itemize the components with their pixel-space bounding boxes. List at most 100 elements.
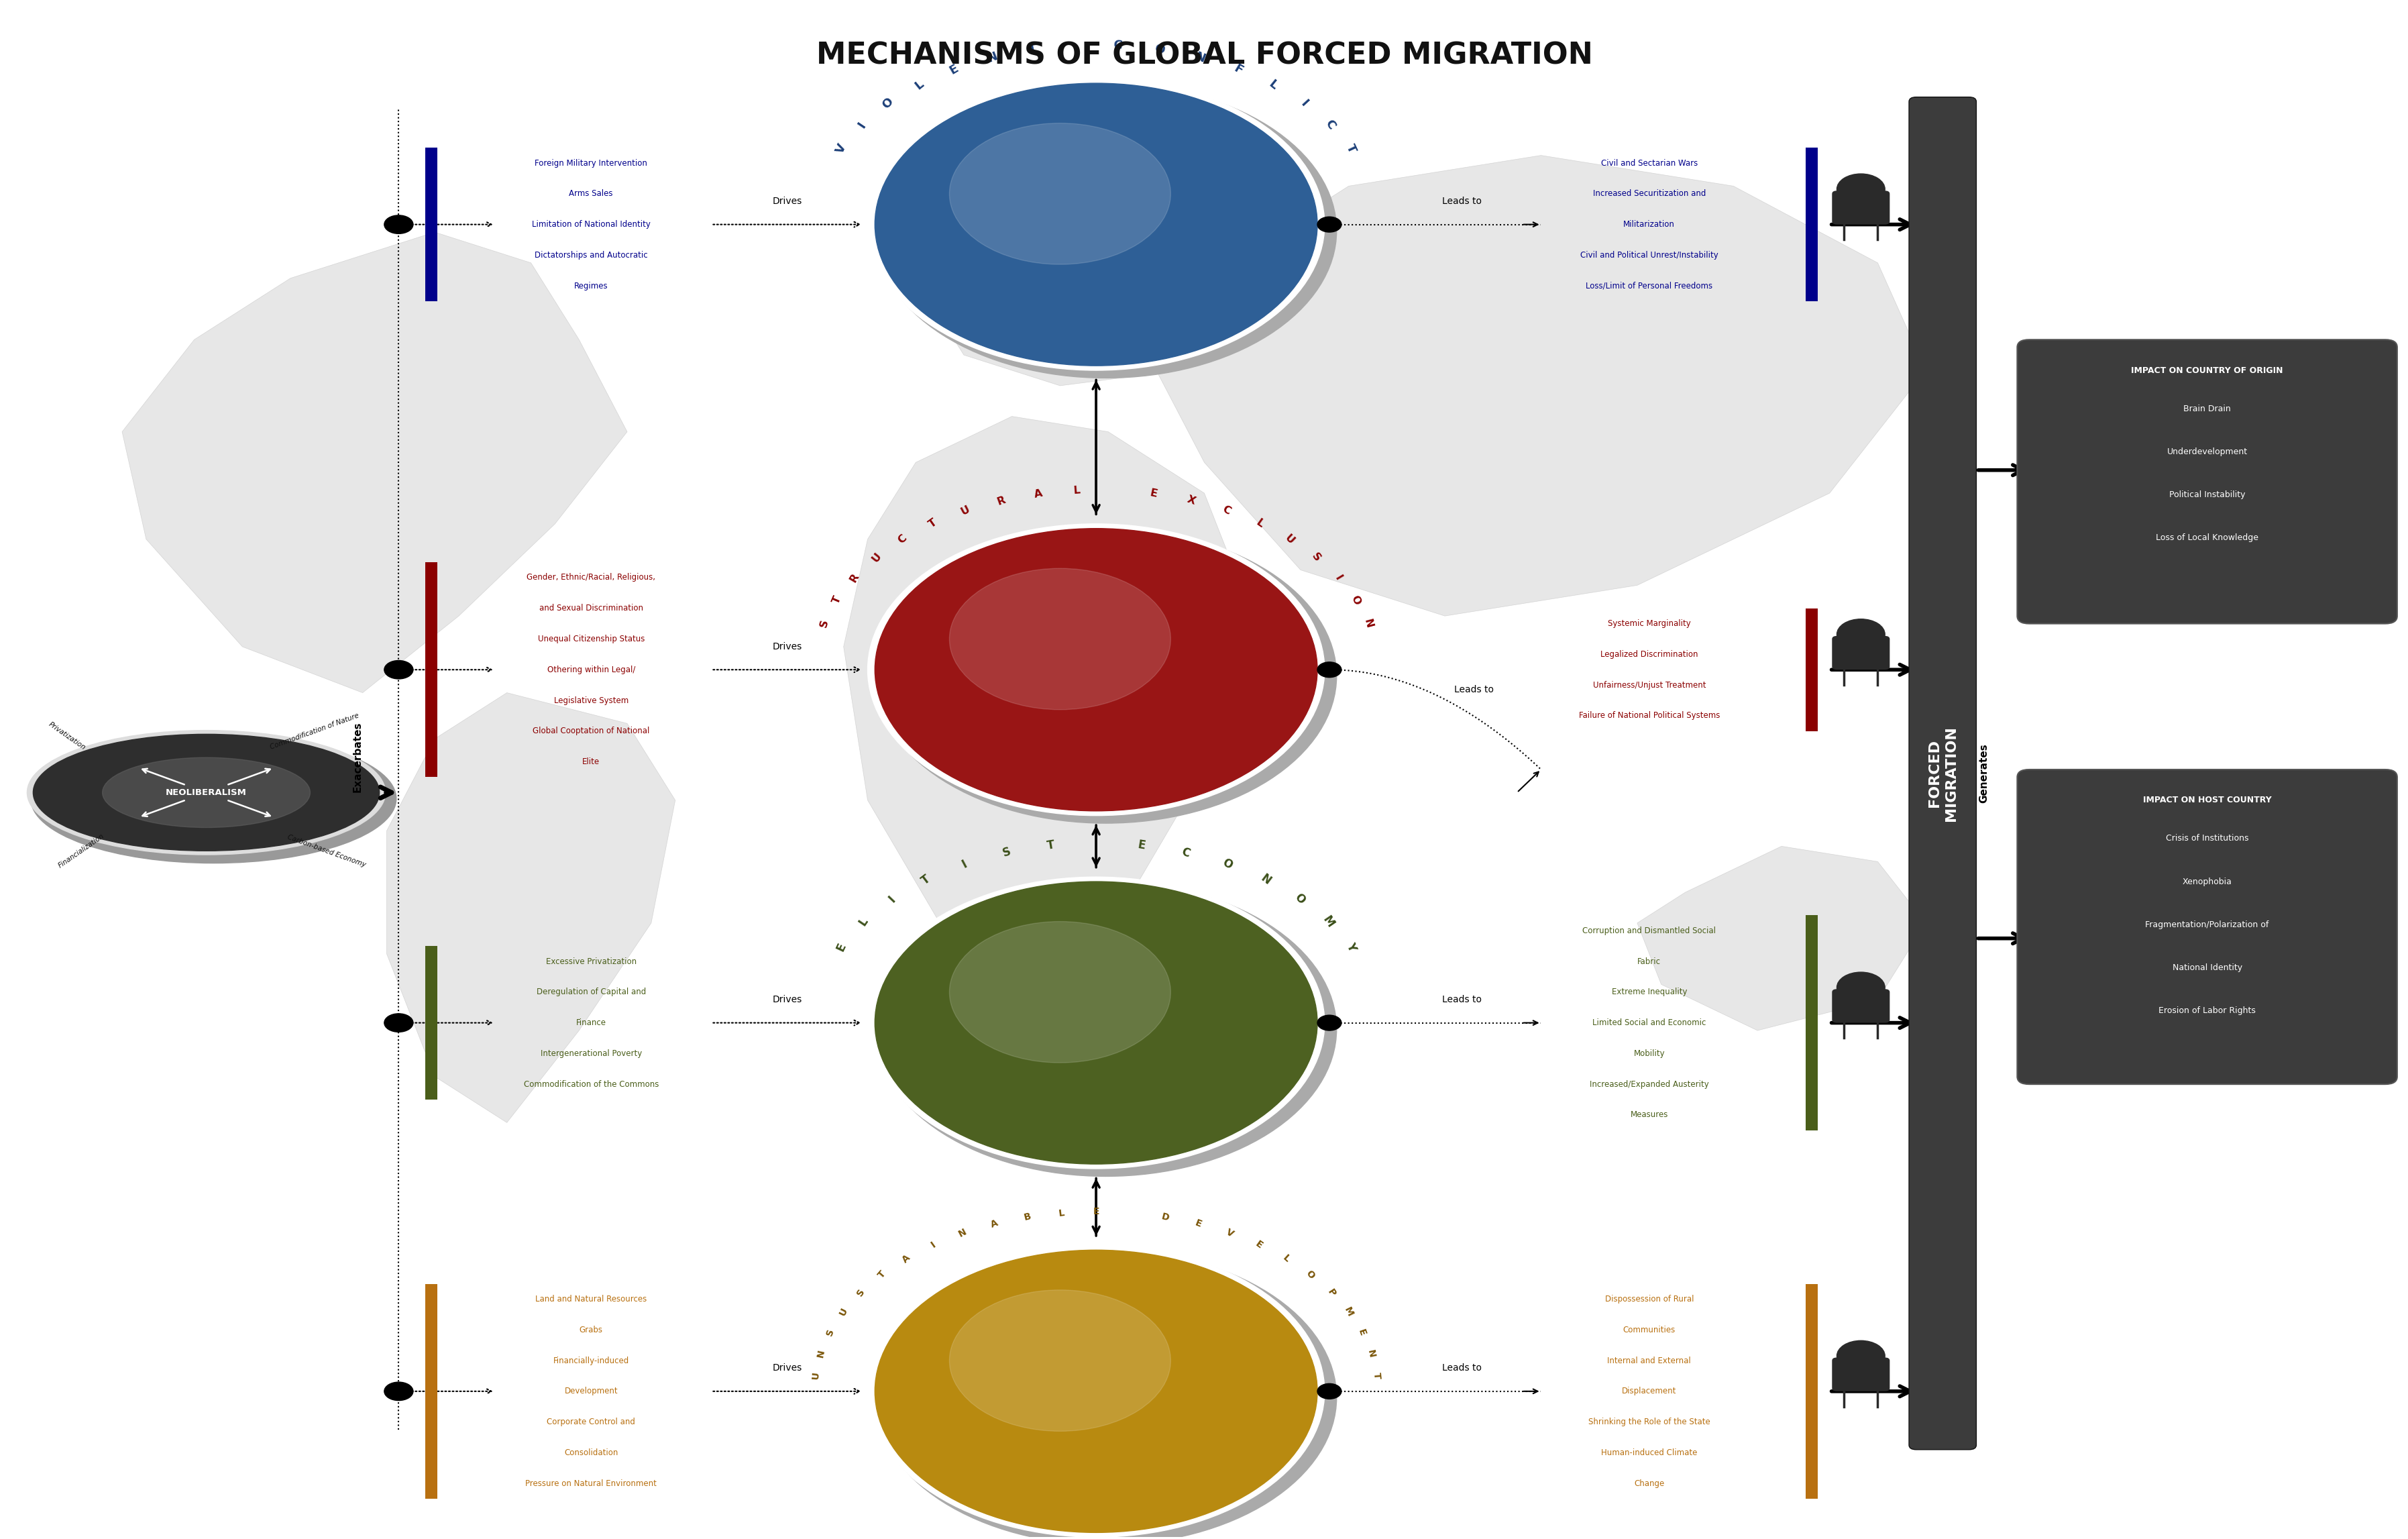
Text: Systemic Marginality: Systemic Marginality	[1606, 619, 1690, 628]
Ellipse shape	[26, 731, 385, 854]
Text: I: I	[961, 857, 968, 871]
Circle shape	[1837, 1340, 1885, 1371]
Ellipse shape	[104, 757, 311, 828]
Text: Brain Drain: Brain Drain	[2184, 405, 2230, 412]
Text: O: O	[1153, 43, 1165, 57]
Circle shape	[874, 83, 1336, 379]
Ellipse shape	[34, 734, 380, 851]
Text: Failure of National Political Systems: Failure of National Political Systems	[1577, 711, 1719, 720]
Text: Shrinking the Role of the State: Shrinking the Role of the State	[1587, 1417, 1710, 1427]
Circle shape	[949, 1290, 1170, 1431]
Text: Increased/Expanded Austerity: Increased/Expanded Austerity	[1589, 1080, 1707, 1088]
Text: Limitation of National Identity: Limitation of National Identity	[532, 220, 650, 229]
Text: S: S	[824, 1328, 836, 1337]
Text: Financially-induced: Financially-induced	[554, 1356, 628, 1365]
Text: Legalized Discrimination: Legalized Discrimination	[1599, 649, 1698, 659]
Text: U: U	[869, 551, 884, 563]
Polygon shape	[123, 232, 626, 693]
Text: Corporate Control and: Corporate Control and	[547, 1417, 636, 1427]
FancyBboxPatch shape	[2015, 770, 2396, 1085]
Circle shape	[867, 78, 1324, 371]
Text: Leads to: Leads to	[1442, 996, 1481, 1005]
Text: E: E	[1093, 1207, 1098, 1216]
Text: Drives: Drives	[773, 1364, 802, 1373]
Circle shape	[949, 568, 1170, 709]
Text: Exacerbates: Exacerbates	[352, 722, 364, 793]
Circle shape	[867, 1245, 1324, 1537]
Text: Consolidation: Consolidation	[563, 1448, 619, 1457]
Text: Communities: Communities	[1623, 1325, 1676, 1334]
Circle shape	[874, 882, 1317, 1163]
Text: Deregulation of Capital and: Deregulation of Capital and	[537, 988, 645, 996]
Text: A: A	[990, 1219, 999, 1230]
Text: T: T	[1344, 142, 1358, 155]
Text: E: E	[833, 940, 848, 953]
Polygon shape	[1637, 846, 1926, 1031]
Text: L: L	[1281, 1253, 1291, 1265]
Polygon shape	[843, 417, 1252, 954]
Text: IMPACT ON HOST COUNTRY: IMPACT ON HOST COUNTRY	[2143, 796, 2271, 805]
Text: R: R	[848, 571, 860, 583]
Text: Increased Securitization and: Increased Securitization and	[1592, 189, 1705, 199]
Text: Displacement: Displacement	[1621, 1387, 1676, 1396]
FancyBboxPatch shape	[1832, 191, 1890, 225]
Text: Financialization: Financialization	[58, 833, 106, 870]
Text: O: O	[1293, 891, 1308, 906]
Text: Militarization: Militarization	[1623, 220, 1674, 229]
Text: O: O	[879, 95, 896, 111]
Text: Human-induced Climate: Human-induced Climate	[1601, 1448, 1698, 1457]
FancyBboxPatch shape	[426, 148, 436, 302]
Text: E: E	[1149, 488, 1158, 500]
Polygon shape	[915, 186, 1252, 386]
Text: S: S	[1310, 551, 1322, 563]
Circle shape	[385, 1382, 414, 1400]
Text: I: I	[929, 1240, 937, 1250]
Text: MECHANISMS OF GLOBAL FORCED MIGRATION: MECHANISMS OF GLOBAL FORCED MIGRATION	[816, 42, 1592, 69]
Text: Leads to: Leads to	[1442, 1364, 1481, 1373]
Text: Privatization: Privatization	[48, 720, 87, 751]
Circle shape	[867, 523, 1324, 816]
Circle shape	[1317, 1384, 1341, 1399]
Text: C: C	[1112, 38, 1122, 52]
Text: S: S	[819, 619, 831, 628]
Circle shape	[874, 83, 1317, 366]
Circle shape	[874, 1250, 1317, 1533]
Text: L: L	[1267, 78, 1279, 92]
Text: U: U	[958, 505, 970, 517]
Text: Fabric: Fabric	[1637, 957, 1662, 966]
Text: National Identity: National Identity	[2172, 963, 2242, 973]
Text: L: L	[913, 78, 925, 92]
Text: Leads to: Leads to	[1454, 685, 1493, 694]
Text: F: F	[1230, 62, 1245, 77]
FancyBboxPatch shape	[426, 1284, 436, 1499]
Text: Extreme Inequality: Extreme Inequality	[1611, 988, 1686, 996]
Text: N: N	[985, 51, 999, 65]
Text: Drives: Drives	[773, 996, 802, 1005]
Text: Political Instability: Political Instability	[2170, 491, 2244, 499]
Text: Gender, Ethnic/Racial, Religious,: Gender, Ethnic/Racial, Religious,	[527, 573, 655, 582]
Text: Excessive Privatization: Excessive Privatization	[547, 957, 636, 966]
Text: Xenophobia: Xenophobia	[2182, 877, 2232, 886]
Text: U: U	[811, 1371, 821, 1380]
Text: Loss/Limit of Personal Freedoms: Loss/Limit of Personal Freedoms	[1584, 282, 1712, 291]
Text: A: A	[1033, 488, 1043, 500]
Text: Underdevelopment: Underdevelopment	[2167, 448, 2247, 456]
Circle shape	[1317, 217, 1341, 232]
Text: C: C	[1180, 845, 1192, 860]
Text: N: N	[1192, 51, 1206, 65]
Text: C: C	[1221, 505, 1233, 517]
Text: I: I	[1332, 574, 1344, 582]
Text: A: A	[901, 1253, 913, 1265]
FancyBboxPatch shape	[1832, 636, 1890, 669]
Text: T: T	[831, 594, 843, 605]
FancyBboxPatch shape	[1806, 608, 1818, 731]
Text: D: D	[1161, 1211, 1170, 1222]
Text: Unfairness/Unjust Treatment: Unfairness/Unjust Treatment	[1592, 680, 1705, 689]
Text: S: S	[855, 1287, 867, 1297]
Circle shape	[385, 1014, 414, 1033]
Circle shape	[385, 660, 414, 679]
Text: L: L	[1255, 517, 1264, 529]
Text: T: T	[927, 517, 939, 529]
Circle shape	[1317, 1016, 1341, 1031]
Text: T: T	[1028, 43, 1038, 57]
